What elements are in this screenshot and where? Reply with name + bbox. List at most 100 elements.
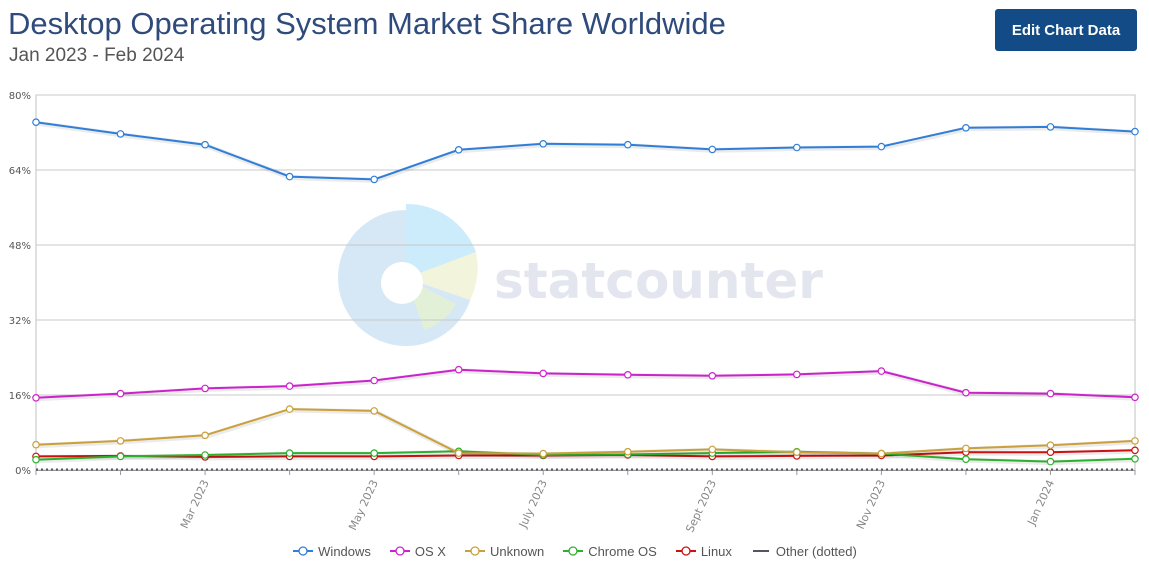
y-tick-label: 16% [9,391,31,402]
x-tick-label: May 2023 [346,478,381,533]
data-point-os-x[interactable] [454,365,463,374]
legend-label: Unknown [489,543,545,559]
y-axis-labels: 0% 16% 32% 48% 64% 80% [9,91,31,477]
watermark-text: statcounter [494,252,823,310]
data-point-unknown[interactable] [877,449,886,458]
data-point-unknown[interactable] [962,444,970,453]
data-point-os-x[interactable] [370,376,379,385]
data-point-os-x[interactable] [877,367,886,375]
data-point-unknown[interactable] [623,447,632,456]
legend-label: Linux [700,543,732,559]
legend-item-windows[interactable]: Windows [292,544,371,559]
legend-marker-icon [563,546,584,556]
data-point-linux[interactable] [1131,446,1139,455]
x-tick-label: Sept 2023 [683,478,719,535]
legend-item-chrome-os[interactable]: Chrome OS [562,544,657,559]
chart-series [32,118,1139,471]
x-tick-label: Nov 2023 [854,478,888,532]
series-line-chrome-os [35,450,1136,463]
data-point-unknown[interactable] [708,445,717,454]
legend-label: Chrome OS [588,543,657,559]
legend-marker-icon [752,550,769,552]
data-point-os-x[interactable] [116,389,125,398]
legend-item-other-dotted[interactable]: Other (dotted) [750,544,857,559]
watermark-wedge [406,203,476,278]
data-point-os-x[interactable] [623,370,632,379]
y-tick-label: 48% [9,241,31,252]
legend-label: Windows [318,543,371,559]
y-tick-label: 64% [9,166,31,177]
data-point-windows[interactable] [708,145,717,154]
data-point-windows[interactable] [116,130,125,138]
data-point-windows[interactable] [877,142,886,151]
data-point-unknown[interactable] [1046,441,1055,450]
data-point-unknown[interactable] [1131,437,1139,445]
data-point-windows[interactable] [1131,127,1139,136]
data-point-windows[interactable] [623,140,632,149]
data-point-os-x[interactable] [962,388,970,397]
x-tick-label: July 2023 [516,478,550,531]
y-tick-label: 0% [15,466,31,477]
data-point-unknown[interactable] [539,449,548,458]
legend-marker-icon [675,546,696,556]
y-tick-label: 80% [9,91,31,102]
data-point-chrome-os[interactable] [201,451,209,459]
x-axis-labels: Mar 2023 May 2023 July 2023 Sept 2023 Nov 20… [178,478,1057,535]
data-point-os-x[interactable] [708,371,717,380]
chart-title: Desktop Operating System Market Share Wo… [8,6,726,41]
data-point-unknown[interactable] [32,440,40,449]
data-point-chrome-os[interactable] [1046,457,1055,466]
data-point-windows[interactable] [201,140,209,149]
legend-marker-icon [389,546,410,556]
edit-chart-data-button[interactable]: Edit Chart Data [995,9,1137,51]
series-shadow-windows [36,120,1137,183]
chart-legend: Windows OS X Unknown Chrome OS Linux Other (d… [0,541,1149,561]
legend-item-unknown[interactable]: Unknown [464,544,544,559]
legend-item-os-x[interactable]: OS X [389,544,446,559]
data-point-os-x[interactable] [792,370,801,379]
data-point-chrome-os[interactable] [370,449,379,457]
series-shadow-unknown [36,407,1137,458]
data-point-unknown[interactable] [454,449,463,457]
data-point-chrome-os[interactable] [116,452,125,461]
data-point-os-x[interactable] [539,369,548,378]
y-tick-label: 32% [9,316,31,327]
data-point-chrome-os[interactable] [285,449,294,457]
data-point-chrome-os[interactable] [1131,454,1139,463]
series-line-unknown [35,408,1136,455]
x-tick-label: Jan 2024 [1024,478,1057,528]
data-point-os-x[interactable] [201,384,209,393]
data-point-os-x[interactable] [32,393,40,402]
x-tick-label: Mar 2023 [178,478,212,531]
data-point-unknown[interactable] [370,407,379,415]
legend-marker-icon [293,546,314,556]
data-point-windows[interactable] [32,118,40,127]
data-point-windows[interactable] [539,140,548,148]
series-line-windows [35,121,1136,181]
data-point-windows[interactable] [962,124,970,132]
data-point-windows[interactable] [1046,123,1055,131]
data-point-os-x[interactable] [285,382,294,390]
data-point-unknown[interactable] [201,431,209,440]
data-point-windows[interactable] [285,172,294,181]
data-point-unknown[interactable] [792,448,801,457]
data-point-windows[interactable] [454,146,463,154]
data-point-unknown[interactable] [116,437,125,445]
data-point-os-x[interactable] [1131,393,1139,402]
chart-grid [35,94,1136,475]
legend-label: OS X [414,543,446,559]
legend-item-linux[interactable]: Linux [675,544,732,559]
series-line-os-x [35,368,1136,399]
data-point-unknown[interactable] [285,405,294,413]
data-point-os-x[interactable] [1046,389,1055,398]
data-point-linux[interactable] [1046,448,1055,457]
legend-label: Other (dotted) [775,543,857,559]
data-point-windows[interactable] [370,175,379,184]
watermark-wedge [406,252,478,300]
watermark-hole [381,262,423,304]
data-point-windows[interactable] [792,143,801,152]
data-point-chrome-os[interactable] [962,455,970,464]
statcounter-watermark: statcounter [338,203,823,346]
legend-marker-icon [464,546,485,556]
data-point-chrome-os[interactable] [32,455,40,464]
